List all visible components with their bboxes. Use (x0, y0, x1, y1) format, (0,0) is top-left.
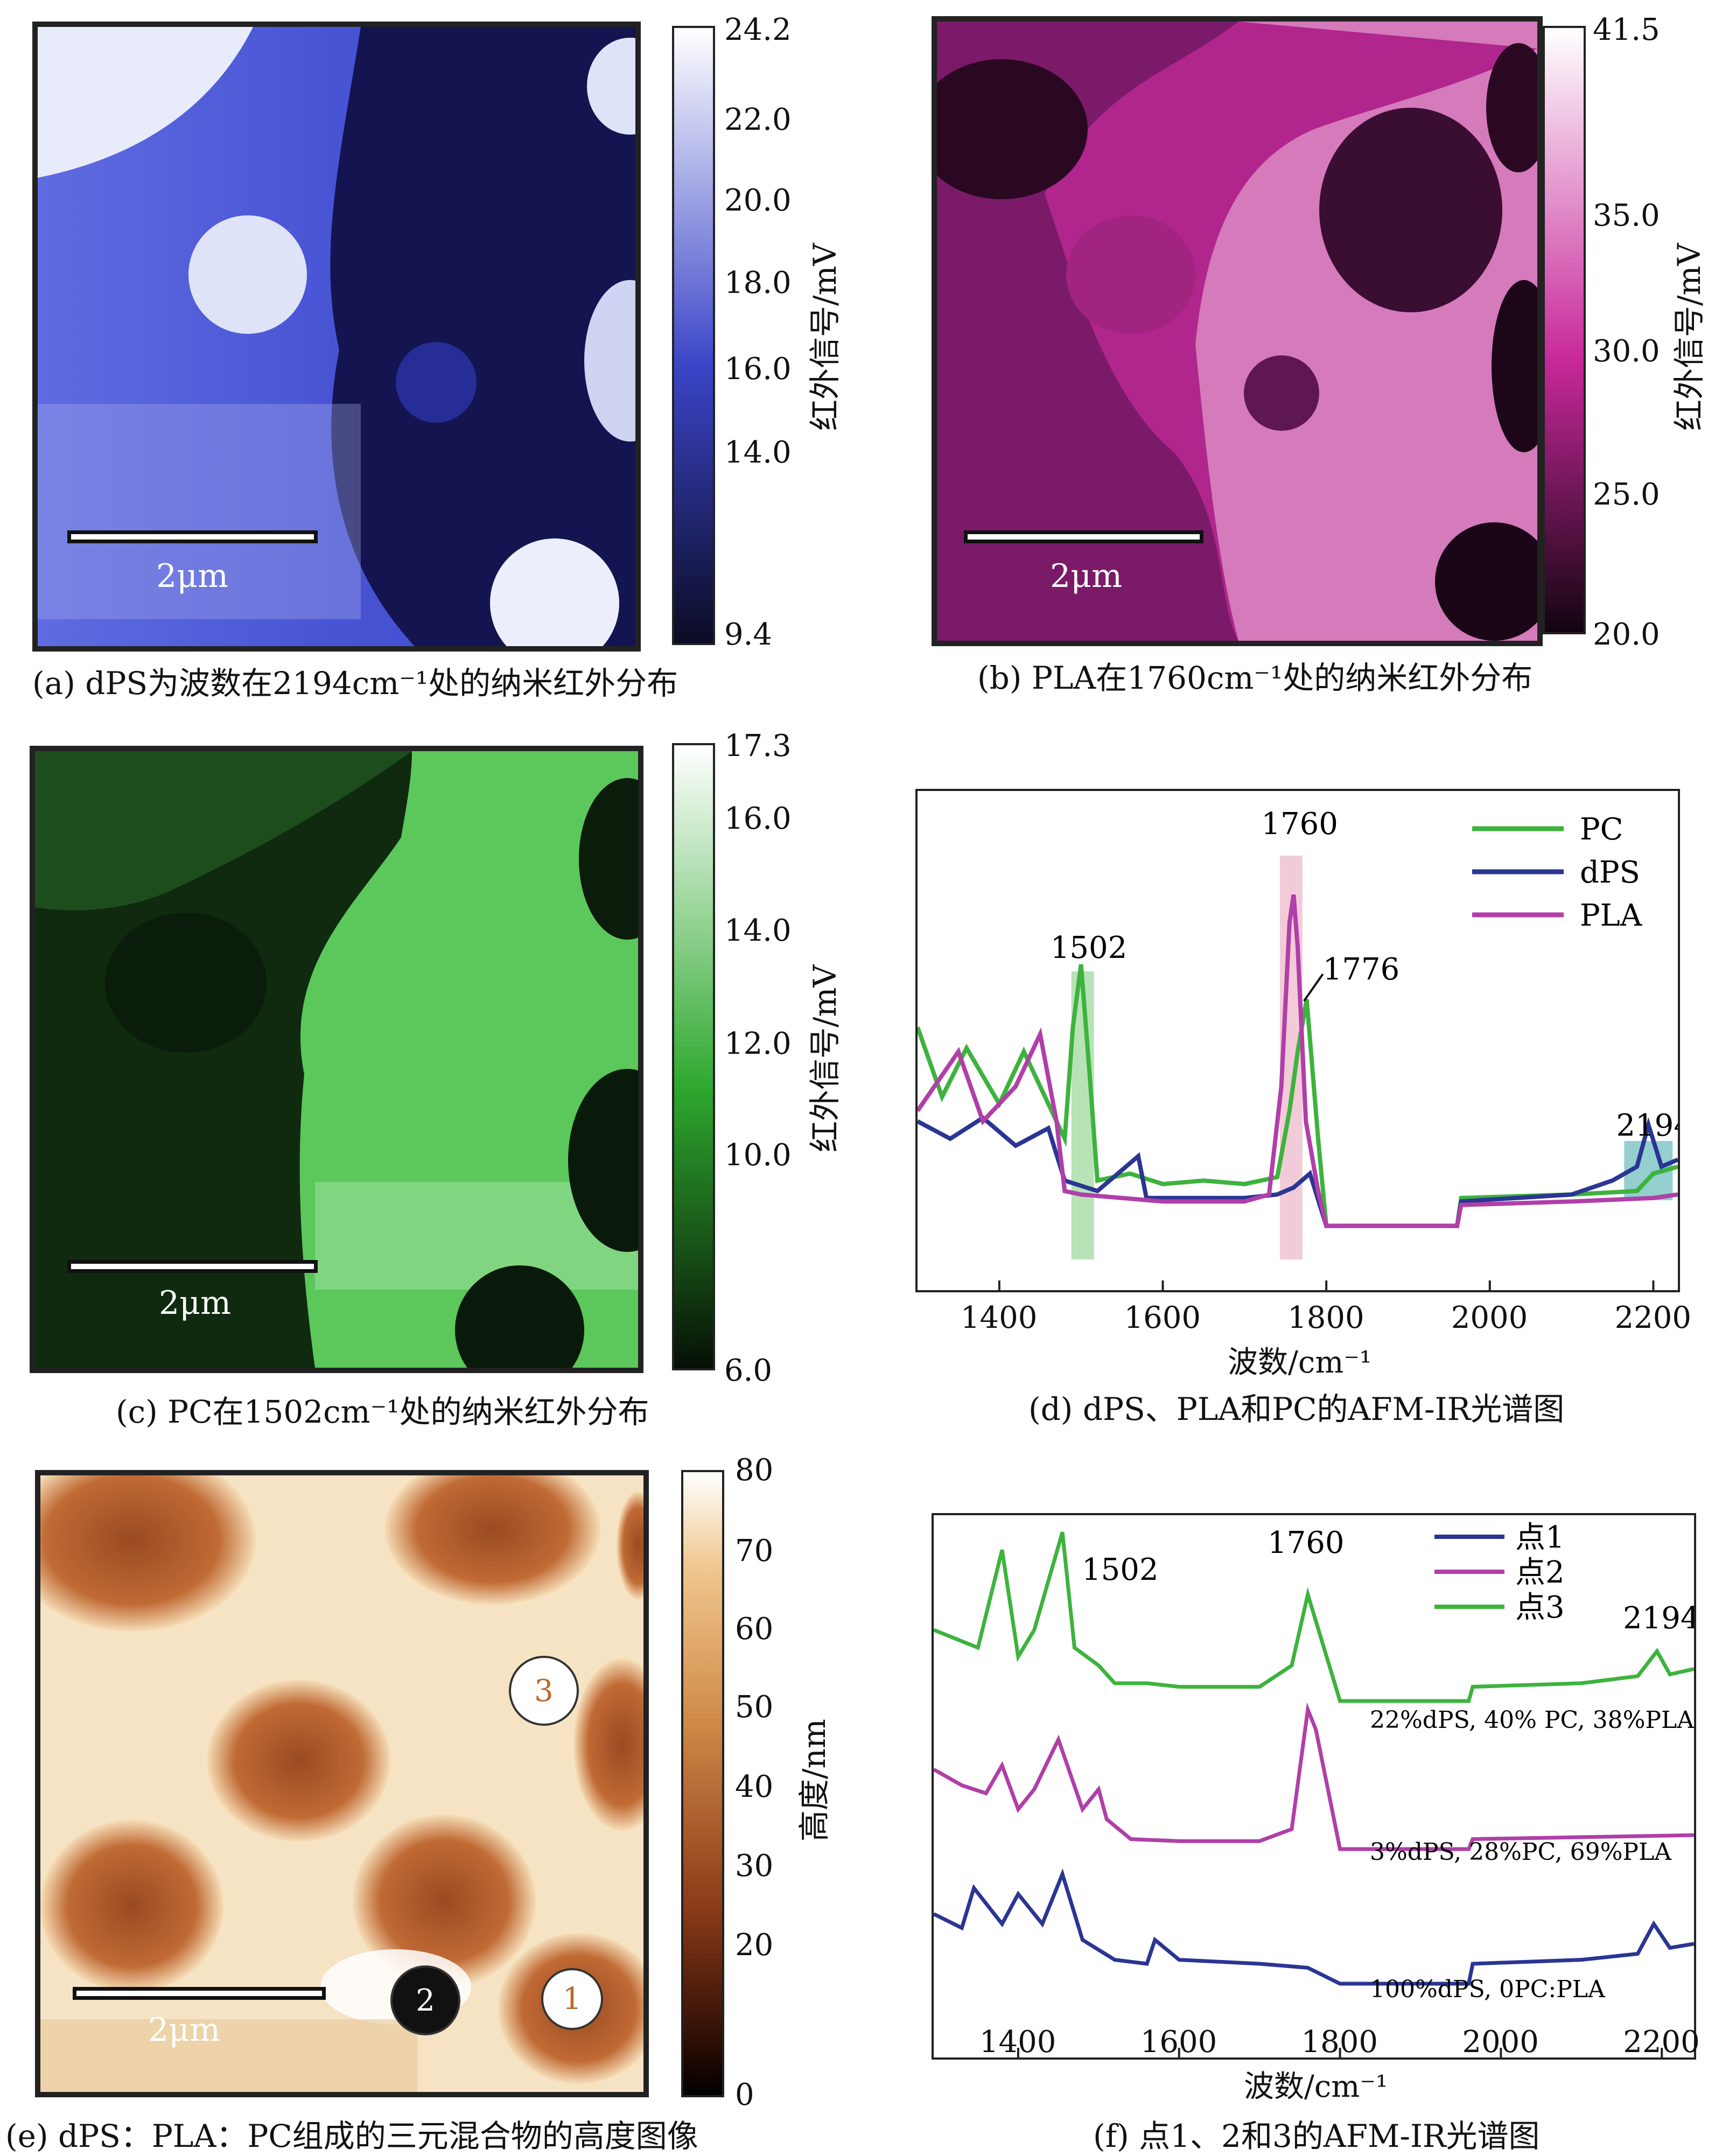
legend-label-点3: 点3 (1515, 1590, 1565, 1625)
caption-f: (f) 点1、2和3的AFM-IR光谱图 (1093, 2118, 1540, 2154)
colorbar-tick-c: 17.3 (724, 729, 792, 764)
colorbar-tick-c: 14.0 (724, 913, 792, 948)
xtick-label-f: 2200 (1623, 2025, 1700, 2060)
legend-label-点1: 点1 (1515, 1520, 1565, 1555)
map-a (32, 22, 641, 652)
map-a-image (38, 27, 635, 646)
colorbar-label-c: 红外信号/mV (807, 964, 843, 1152)
xtick-label-f: 1600 (1140, 2025, 1217, 2060)
colorbar-label-b: 红外信号/mV (1671, 243, 1707, 431)
colorbar-label-e: 高度/nm (796, 1719, 832, 1842)
colorbar-tick-a: 14.0 (724, 435, 792, 470)
scale-label-b: 2μm (1050, 557, 1123, 595)
legend-label-PC: PC (1580, 812, 1623, 847)
xtick-label-f: 1800 (1301, 2025, 1378, 2060)
caption-e: (e) dPS：PLA：PC组成的三元混合物的高度图像 (5, 2118, 698, 2154)
composition-label: 22%dPS, 40% PC, 38%PLA (1370, 1706, 1694, 1734)
caption-b: (b) PLA在1760cm⁻¹处的纳米红外分布 (977, 660, 1533, 696)
colorbar-tick-e: 50 (735, 1690, 774, 1725)
colorbar-tick-b: 30.0 (1593, 334, 1660, 369)
plot-d-svg: PC dPS PLA 1502 1760 1776 2194 (915, 807, 1693, 1290)
xtick-label-d: 2000 (1451, 1300, 1528, 1335)
map-b (932, 16, 1543, 646)
point-marker-2: 2 (390, 1965, 460, 2035)
xtick-label-d: 2200 (1614, 1300, 1691, 1335)
annotation-1502: 1502 (1082, 1552, 1159, 1587)
colorbar-tick-e: 40 (735, 1769, 774, 1804)
colorbar-b (1543, 26, 1586, 634)
annotation-arrow-1776 (1303, 973, 1324, 1002)
point-marker-3: 3 (509, 1656, 579, 1726)
xlabel-f: 波数/cm⁻¹ (1244, 2069, 1388, 2104)
colorbar-tick-c: 6.0 (724, 1353, 773, 1388)
legend-label-dPS: dPS (1580, 855, 1640, 890)
scale-label-a: 2μm (156, 557, 229, 595)
xtick-label-d: 1800 (1287, 1300, 1364, 1335)
series-line-点3 (933, 1531, 1695, 1703)
map-c (30, 746, 643, 1373)
colorbar-tick-e: 30 (735, 1849, 774, 1884)
legend-label-PLA: PLA (1580, 898, 1642, 933)
colorbar-tick-e: 20 (735, 1928, 774, 1963)
caption-d: (d) dPS、PLA和PC的AFM-IR光谱图 (1028, 1391, 1565, 1427)
point-marker-1: 1 (541, 1968, 603, 2030)
xlabel-d: 波数/cm⁻¹ (1228, 1345, 1372, 1380)
scale-bar-a (67, 530, 318, 543)
annotation-1776: 1776 (1323, 952, 1400, 987)
series-line-dPS (916, 1115, 1679, 1228)
xtick-label-d: 1600 (1124, 1300, 1201, 1335)
scale-bar-e (73, 1987, 326, 2000)
colorbar-tick-b: 35.0 (1593, 198, 1660, 233)
colorbar-tick-e: 70 (735, 1534, 774, 1569)
colorbar-tick-e: 0 (735, 2077, 754, 2112)
colorbar-tick-e: 80 (735, 1453, 774, 1488)
annotation-1760: 1760 (1268, 1525, 1345, 1560)
colorbar-tick-a: 24.2 (724, 12, 792, 47)
caption-a: (a) dPS为波数在2194cm⁻¹处的纳米红外分布 (32, 665, 678, 702)
colorbar-a (672, 26, 715, 645)
series-line-点1 (933, 1868, 1695, 1986)
annotation-1760: 1760 (1261, 807, 1338, 842)
colorbar-tick-a: 16.0 (724, 352, 792, 387)
colorbar-tick-a: 22.0 (724, 102, 792, 137)
colorbar-tick-c: 12.0 (724, 1026, 792, 1061)
scale-label-c: 2μm (159, 1284, 232, 1322)
map-c-image (35, 751, 638, 1368)
caption-c: (c) PC在1502cm⁻¹处的纳米红外分布 (116, 1394, 649, 1430)
map-b-image (937, 22, 1537, 641)
composition-label: 100%dPS, 0PC:PLA (1370, 1976, 1606, 2003)
colorbar-tick-b: 41.5 (1593, 12, 1660, 47)
colorbar-tick-c: 10.0 (724, 1138, 792, 1173)
series-line-点2 (933, 1702, 1695, 1851)
annotation-2194: 2194 (1616, 1108, 1678, 1143)
scale-bar-c (67, 1260, 318, 1273)
colorbar-tick-c: 16.0 (724, 801, 792, 836)
xtick-label-d: 1400 (960, 1300, 1038, 1335)
colorbar-tick-a: 20.0 (724, 183, 792, 218)
colorbar-e (681, 1470, 724, 2097)
scale-label-e: 2μm (148, 2011, 221, 2049)
scale-bar-b (964, 530, 1203, 543)
plot-f: 点1 点2 点3 1502 1760 2194 22%dPS, 40% PC, 38%PLA… (932, 1513, 1700, 2060)
colorbar-label-a: 红外信号/mV (807, 243, 843, 431)
xtick-label-f: 1400 (979, 2025, 1056, 2060)
xtick-label-f: 2000 (1462, 2025, 1539, 2060)
annotation-2194: 2194 (1623, 1601, 1694, 1636)
annotation-1502: 1502 (1051, 930, 1128, 965)
legend-label-点2: 点2 (1515, 1555, 1565, 1590)
plot-d: PC dPS PLA 1502 1760 1776 2194 (915, 789, 1693, 1292)
colorbar-tick-b: 25.0 (1593, 477, 1660, 512)
composition-label: 3%dPS, 28%PC, 69%PLA (1370, 1838, 1672, 1866)
series-line-PLA (915, 894, 1678, 1228)
colorbar-tick-b: 20.0 (1593, 617, 1660, 652)
colorbar-tick-a: 18.0 (724, 265, 792, 300)
colorbar-tick-a: 9.4 (724, 617, 773, 652)
colorbar-c (672, 743, 715, 1370)
colorbar-tick-e: 60 (735, 1612, 774, 1647)
